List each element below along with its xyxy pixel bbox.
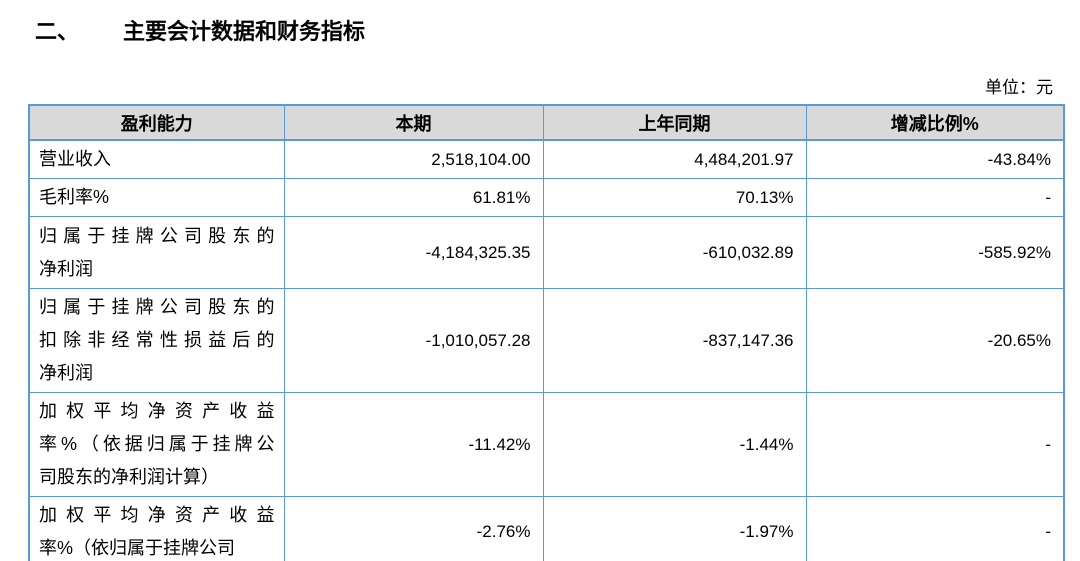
value-prior: -1.44% [542,392,807,497]
value-prior: -1.97% [542,496,807,561]
table-body: 营业收入 2,518,104.00 4,484,201.97 -43.84% 毛利率% 6… [28,139,1065,561]
header-current-period: 本期 [283,104,544,141]
table-row: 归属于挂牌公司股东的 净利润 -4,184,325.35 -610,032.89 -58… [28,216,1065,289]
metric-label-line: 司股东的净利润计算） [39,467,219,487]
metric-label-line: 营业收入 [39,149,111,169]
financial-indicators-table: 盈利能力 本期 上年同期 增减比例% 营业收入 2,518,104.00 4,484… [28,104,1065,561]
metric-label-cell: 加权平均净资产收益 率%（依归属于挂牌公司 [28,496,285,561]
section-title: 二、 主要会计数据和财务指标 [35,17,1080,47]
value-change: - [805,178,1065,217]
metric-label-line: 率%（依归属于挂牌公司 [39,538,236,558]
value-prior: -837,147.36 [542,288,807,393]
value-current: -2.76% [283,496,544,561]
header-change-ratio: 增减比例% [805,104,1065,141]
metric-label-line: 净利润 [39,363,93,383]
metric-label-cell: 营业收入 [28,139,285,179]
table-row: 归属于挂牌公司股东的 扣除非经常性损益后的 净利润 -1,010,057.28 -837… [28,288,1065,393]
value-current: 61.81% [283,178,544,217]
metric-label-line: 净利润 [39,258,93,279]
metric-label-cell: 加权平均净资产收益 率%（依据归属于挂牌公 司股东的净利润计算） [28,392,285,497]
table-row: 加权平均净资产收益 率%（依据归属于挂牌公 司股东的净利润计算） -11.42% -1.… [28,392,1065,497]
value-change: -585.92% [805,216,1065,289]
table-row: 营业收入 2,518,104.00 4,484,201.97 -43.84% [28,139,1065,179]
section-number: 二、 [35,19,80,44]
value-current: -11.42% [283,392,544,497]
section-title-text: 主要会计数据和财务指标 [123,19,366,44]
value-current: -1,010,057.28 [283,288,544,393]
header-prior-period: 上年同期 [542,104,807,141]
metric-label-cell: 归属于挂牌公司股东的 扣除非经常性损益后的 净利润 [28,288,285,393]
header-profitability: 盈利能力 [28,104,285,141]
value-prior: -610,032.89 [542,216,807,289]
value-change: - [805,392,1065,497]
metric-label-line: 毛利率% [39,187,110,207]
value-current: 2,518,104.00 [283,139,544,179]
value-change: - [805,496,1065,561]
value-prior: 4,484,201.97 [542,139,807,179]
unit-label: 单位：元 [985,78,1053,97]
metric-label-cell: 毛利率% [28,178,285,217]
table-row: 加权平均净资产收益 率%（依归属于挂牌公司 -2.76% -1.97% - [28,496,1065,561]
metric-label-line: 扣除非经常性损益后的 [39,330,275,350]
metric-label-line: 率%（依据归属于挂牌公 [39,434,275,454]
metric-label-line: 归属于挂牌公司股东的 [39,225,275,246]
report-page: 二、 主要会计数据和财务指标 单位：元 盈利能力 本期 上年同期 增减比例% 营业… [0,17,1080,561]
value-change: -43.84% [805,139,1065,179]
table-row: 毛利率% 61.81% 70.13% - [28,178,1065,217]
metric-label-line: 加权平均净资产收益 [39,401,275,421]
metric-label-line: 归属于挂牌公司股东的 [39,297,275,317]
value-prior: 70.13% [542,178,807,217]
metric-label-line: 加权平均净资产收益 [39,505,275,525]
table-header-row: 盈利能力 本期 上年同期 增减比例% [28,104,1065,141]
value-change: -20.65% [805,288,1065,393]
value-current: -4,184,325.35 [283,216,544,289]
metric-label-cell: 归属于挂牌公司股东的 净利润 [28,216,285,289]
